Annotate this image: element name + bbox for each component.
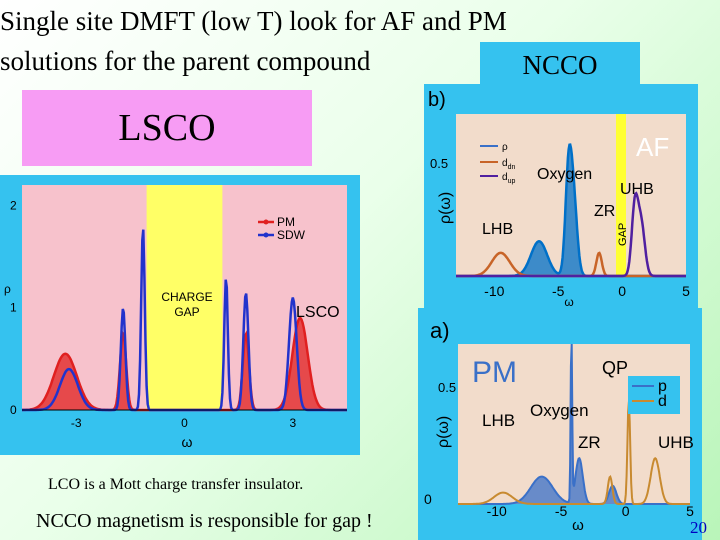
y-tick-label: 0 <box>10 403 17 417</box>
series-line-d <box>458 401 690 505</box>
annotation-lhb: LHB <box>482 221 513 238</box>
slide-title-line-2: solutions for the parent compound <box>0 46 371 76</box>
chart-legend: p d <box>628 376 680 414</box>
y-tick-label: 1 <box>10 301 17 315</box>
legend-marker-pm <box>263 219 269 225</box>
x-tick-label: 0 <box>181 416 188 430</box>
annotation-oxygen: Oxygen <box>530 401 589 420</box>
footnote: LCO is a Mott charge transfer insulator. <box>48 476 304 493</box>
page-number: 20 <box>690 518 707 537</box>
legend-marker-sdw <box>263 232 269 238</box>
x-axis-label: ω <box>564 295 573 309</box>
annotation-uhb: UHB <box>658 433 694 452</box>
legend-label-sdw: SDW <box>277 228 306 242</box>
slide-title-line-1: Single site DMFT (low T) look for AF and… <box>0 6 507 36</box>
annotation-uhb: UHB <box>620 181 654 198</box>
lsco-chart-title: LSCO <box>296 304 340 321</box>
x-tick-label: 0 <box>622 503 630 519</box>
y-axis-label: ρ(ω) <box>435 416 452 448</box>
ncco-label: NCCO <box>480 42 640 88</box>
x-tick-label: 3 <box>289 416 296 430</box>
legend-label-d-dn: ddn <box>502 158 515 171</box>
series-fill-oxygen <box>456 144 686 276</box>
legend-label-p: p <box>658 378 667 395</box>
gap-label-line-1: CHARGE <box>161 290 212 304</box>
annotation-zr: ZR <box>594 203 615 220</box>
chart-legend: ρ ddn dup <box>480 142 515 185</box>
x-axis-label: ω <box>572 517 584 534</box>
annotation-oxygen: Oxygen <box>537 166 592 183</box>
panel-label-a: a) <box>430 318 450 343</box>
gap-band <box>616 114 626 276</box>
x-axis-label: ω <box>182 434 193 450</box>
gap-label: GAP <box>617 223 629 246</box>
legend-label-d-up: dup <box>502 172 515 185</box>
y-tick-label: 2 <box>10 199 17 213</box>
x-tick-label: -5 <box>555 503 568 519</box>
y-tick-0: 0 <box>424 491 432 507</box>
pm-title: PM <box>472 356 517 389</box>
annotation-zr: ZR <box>578 433 601 452</box>
x-tick-label: 5 <box>686 503 694 519</box>
x-tick-label: 5 <box>682 283 690 299</box>
x-tick-label: 0 <box>618 283 626 299</box>
panel-label-b: b) <box>428 89 446 111</box>
legend-label-rho: ρ <box>502 142 508 153</box>
y-tick-0.5: 0.5 <box>430 156 448 171</box>
x-tick-label: -3 <box>71 416 82 430</box>
conclusion-text: NCCO magnetism is responsible for gap ! <box>36 510 373 532</box>
annotation-lhb: LHB <box>482 411 515 430</box>
y-axis-label: ρ <box>4 282 11 296</box>
legend-label-d: d <box>658 393 667 410</box>
x-tick-label: -10 <box>484 283 504 299</box>
annotation-qp: QP <box>602 358 628 378</box>
af-title: AF <box>636 132 669 162</box>
legend-box <box>628 376 680 414</box>
series-line-p <box>458 343 690 505</box>
legend-label-pm: PM <box>277 215 295 229</box>
series-line-d-up <box>456 191 686 278</box>
lsco-chart: CHARGE GAP LSCO PM SDW -3 0 3 0 1 2 ρ ω <box>0 175 360 455</box>
chart-legend: PM SDW <box>258 215 306 242</box>
y-axis-label: ρ(ω) <box>437 192 454 224</box>
lsco-label: LSCO <box>22 90 312 166</box>
ncco-pm-chart: a) PM QP Oxygen LHB UHB ZR p d 0.5 0 ρ(ω… <box>418 308 702 540</box>
ncco-af-chart: b) AF Oxygen UHB ZR LHB GAP ρ ddn dup 0.… <box>424 84 698 309</box>
x-tick-label: -10 <box>487 503 507 519</box>
y-tick-0.5: 0.5 <box>438 380 456 395</box>
x-tick-label: -5 <box>552 283 565 299</box>
charge-gap-band <box>146 185 223 410</box>
gap-label-line-2: GAP <box>174 305 199 319</box>
